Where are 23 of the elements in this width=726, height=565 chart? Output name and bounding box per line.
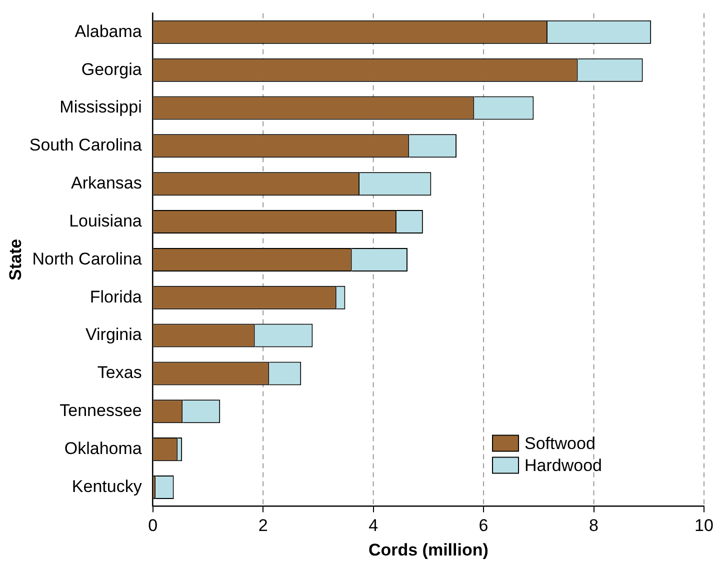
y-tick-label: Tennessee — [60, 401, 142, 420]
y-axis-title: State — [6, 238, 25, 280]
y-tick-label: South Carolina — [29, 136, 142, 155]
y-tick-label: Mississippi — [60, 98, 142, 117]
y-tick-label: Alabama — [74, 22, 142, 41]
y-tick-label: Louisiana — [69, 211, 142, 230]
x-tick-label: 0 — [148, 516, 158, 536]
y-tick-label: Texas — [97, 363, 142, 382]
x-tick-label: 10 — [694, 516, 714, 536]
x-tick-label: 8 — [589, 516, 599, 536]
x-tick-label: 6 — [478, 516, 488, 536]
y-tick-label: North Carolina — [32, 249, 142, 268]
y-tick-label: Arkansas — [70, 174, 142, 193]
y-tick-label: Kentucky — [72, 476, 142, 496]
y-tick-label: Oklahoma — [64, 439, 142, 458]
y-tick-label: Florida — [90, 287, 142, 306]
x-axis-title: Cords (million) — [368, 540, 488, 560]
x-tick-label: 4 — [368, 516, 378, 536]
legend-label: Softwood — [524, 434, 596, 453]
y-tick-label: Georgia — [81, 60, 142, 79]
y-tick-label: Virginia — [85, 325, 142, 344]
x-tick-label: 2 — [258, 516, 268, 536]
legend-label: Hardwood — [524, 456, 602, 475]
